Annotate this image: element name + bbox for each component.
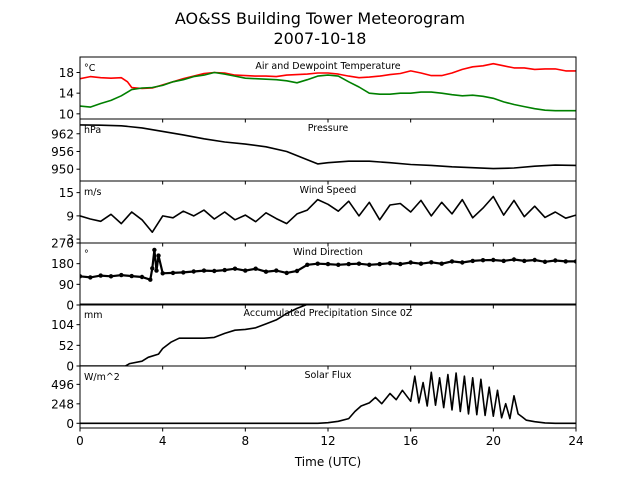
solar-flux-unit-label: W/m^2 [84,372,120,383]
accumulated-precipitation-since-0z-line-1 [80,304,576,366]
wind-direction-unit-label: ° [84,249,89,260]
air-and-dewpoint-temperature-panel: 10 14 18 Air and Dewpoint Temperature °C [59,56,577,123]
air-and-dewpoint-temperature-ytick-label: 10 [59,107,74,121]
x-tick-label: 24 [568,434,583,448]
accumulated-precipitation-since-0z-series-group [80,304,576,366]
figure-title: AO&SS Building Tower Meteorogram [175,9,465,28]
accumulated-precipitation-since-0z-panel: 0 52 104 Accumulated Precipitation Since 0Z… [51,303,577,374]
wind-speed-ytick-label: 9 [66,209,74,223]
pressure-title: Pressure [308,123,349,134]
wind-speed-panel: 3 9 15 Wind Speed m/s [59,180,577,247]
x-tick-label: 0 [76,434,84,448]
wind-direction-title: Wind Direction [293,247,363,258]
solar-flux-series-group [80,371,576,425]
accumulated-precipitation-since-0z-title: Accumulated Precipitation Since 0Z [244,308,413,319]
pressure-ytick-label: 962 [51,127,74,141]
air-and-dewpoint-temperature-ytick-label: 18 [59,66,74,80]
solar-flux-ytick-label: 496 [51,378,74,392]
solar-flux-ytick-label: 0 [66,417,74,431]
wind-direction-ytick-label: 0 [66,299,74,313]
accumulated-precipitation-since-0z-unit-label: mm [84,310,103,321]
wind-direction-series-group [80,247,576,282]
x-tick-label: 12 [320,434,335,448]
x-tick-label: 8 [242,434,250,448]
pressure-line-1 [80,124,576,170]
solar-flux-panel: 0 248 496 Solar Flux W/m^2 [51,365,577,432]
wind-direction-ytick-label: 90 [59,278,74,292]
solar-flux-line-1 [80,371,576,425]
pressure-series-group [80,124,576,170]
wind-speed-title: Wind Speed [300,185,357,196]
pressure-panel: 950 956 962 Pressure hPa [51,118,577,185]
air-and-dewpoint-temperature-ytick-label: 14 [59,87,74,101]
air-and-dewpoint-temperature-series-group [80,62,576,112]
wind-speed-line-1 [80,195,576,233]
wind-speed-ytick-label: 15 [59,186,74,200]
wind-direction-ytick-label: 270 [51,237,74,251]
solar-flux-ytick-label: 248 [51,397,74,411]
x-tick-label: 4 [159,434,167,448]
wind-speed-series-group [80,195,576,233]
solar-flux-title: Solar Flux [305,370,352,381]
air-and-dewpoint-temperature-line-2 [80,71,576,112]
pressure-ytick-label: 956 [51,145,74,159]
x-tick-label: 20 [486,434,501,448]
air-and-dewpoint-temperature-title: Air and Dewpoint Temperature [255,61,400,72]
accumulated-precipitation-since-0z-ytick-label: 52 [59,339,74,353]
pressure-unit-label: hPa [84,125,101,136]
x-axis-label: Time (UTC) [294,455,361,469]
figure-date: 2007-10-18 [274,29,367,48]
accumulated-precipitation-since-0z-ytick-label: 0 [66,360,74,374]
x-tick-label: 16 [403,434,418,448]
wind-direction-panel: 0 90 180 270 Wind Direction ° [51,237,577,313]
pressure-ytick-label: 950 [51,163,74,177]
accumulated-precipitation-since-0z-ytick-label: 104 [51,318,74,332]
air-and-dewpoint-temperature-unit-label: °C [84,63,96,74]
wind-speed-unit-label: m/s [84,187,101,198]
wind-speed-ytick-label: 3 [66,233,74,247]
wind-direction-trace [80,249,576,282]
wind-direction-ytick-label: 180 [51,257,74,271]
x-axis: 0 4 8 12 16 20 24 [76,434,583,448]
